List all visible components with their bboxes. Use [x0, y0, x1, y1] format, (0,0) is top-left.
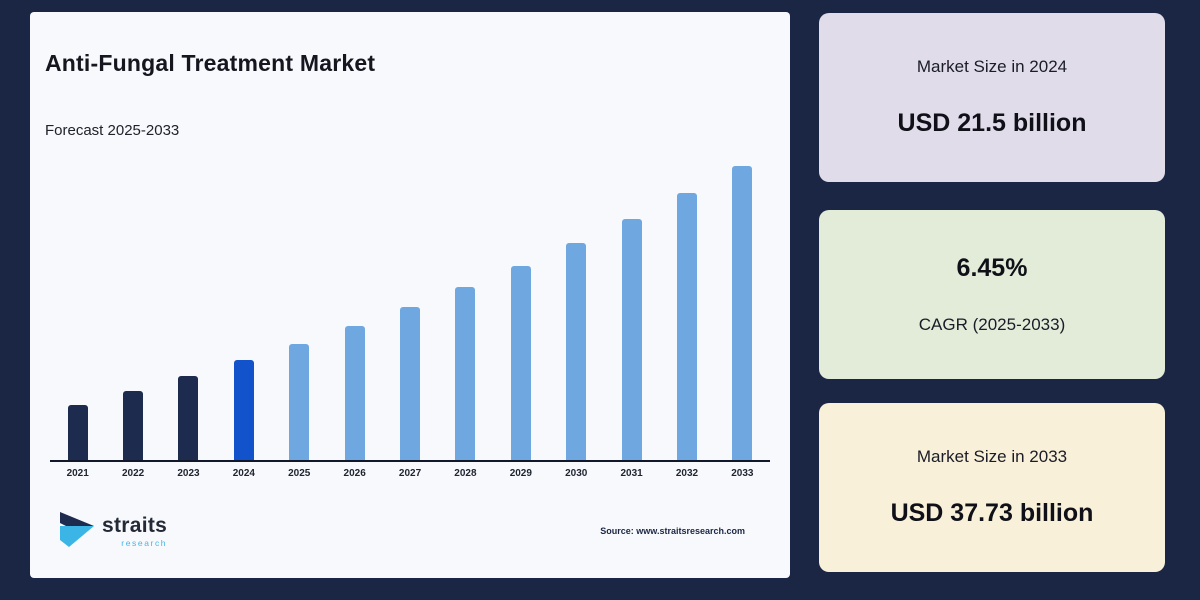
- source-attribution: Source: www.straitsresearch.com: [600, 526, 745, 536]
- bar-slot-2021: [50, 162, 105, 460]
- bars-row: [50, 162, 770, 460]
- bar-2021: [67, 405, 88, 460]
- straits-logo-icon: [56, 507, 98, 556]
- bar-slot-2031: [604, 162, 659, 460]
- bar-2023: [178, 376, 199, 460]
- x-label-2028: 2028: [454, 468, 477, 479]
- bar-slot-2024: [216, 162, 271, 460]
- x-label-2032: 2032: [675, 468, 699, 479]
- bar-2028: [455, 287, 476, 460]
- x-label-2023: 2023: [177, 468, 200, 479]
- bar-2024: [233, 360, 254, 460]
- x-label-2022: 2022: [121, 468, 145, 479]
- logo-icon-dark-shape: [60, 512, 94, 528]
- x-axis-labels: 2021 2022 2023 2024 2025 2026 2027 2028 2029 2030…: [50, 468, 770, 479]
- side-panels: Market Size in 2024 USD 21.5 billion 6.4…: [819, 13, 1165, 573]
- panel-cagr: 6.45% CAGR (2025-2033): [819, 210, 1165, 379]
- bar-2026: [344, 326, 365, 460]
- x-label-2025: 2025: [288, 468, 311, 479]
- bar-slot-2028: [438, 162, 493, 460]
- panel-market-size-2024: Market Size in 2024 USD 21.5 billion: [819, 13, 1165, 182]
- bar-2031: [621, 219, 642, 460]
- bar-2025: [289, 344, 310, 460]
- bar-2033: [732, 166, 753, 460]
- panel-value: USD 21.5 billion: [897, 109, 1087, 137]
- bar-slot-2032: [659, 162, 714, 460]
- logo-text-block: straits research: [102, 515, 167, 548]
- panel-value: 6.45%: [956, 254, 1028, 282]
- x-label-2024: 2024: [232, 468, 255, 479]
- bar-slot-2026: [327, 162, 382, 460]
- bar-2030: [566, 243, 587, 460]
- x-label-2026: 2026: [343, 468, 366, 479]
- logo-subtext: research: [121, 538, 168, 548]
- bar-slot-2027: [382, 162, 437, 460]
- panel-value: USD 37.73 billion: [890, 499, 1094, 527]
- bar-slot-2033: [715, 162, 770, 460]
- bar-slot-2029: [493, 162, 548, 460]
- bar-2022: [123, 391, 144, 460]
- x-label-2027: 2027: [398, 468, 422, 479]
- panel-market-size-2033: Market Size in 2033 USD 37.73 billion: [819, 403, 1165, 572]
- chart-card: Anti-Fungal Treatment Market Forecast 20…: [30, 12, 790, 578]
- panel-label: Market Size in 2033: [916, 447, 1068, 466]
- x-axis: [50, 460, 770, 462]
- bar-2029: [510, 266, 531, 460]
- panel-label: CAGR (2025-2033): [918, 315, 1066, 334]
- x-label-2030: 2030: [565, 468, 588, 479]
- page-title: Anti-Fungal Treatment Market: [45, 50, 376, 76]
- forecast-subtitle: Forecast 2025-2033: [45, 122, 180, 139]
- bar-slot-2022: [105, 162, 160, 460]
- x-label-2031: 2031: [620, 468, 643, 479]
- straits-research-logo: straits research: [56, 507, 167, 556]
- x-label-2029: 2029: [509, 468, 532, 479]
- bar-2032: [676, 193, 697, 460]
- panel-label: Market Size in 2024: [916, 57, 1068, 76]
- bar-slot-2023: [161, 162, 216, 460]
- bar-2027: [400, 307, 421, 460]
- bar-slot-2025: [272, 162, 327, 460]
- logo-name: straits: [102, 514, 168, 537]
- x-label-2021: 2021: [66, 468, 89, 479]
- logo-icon-light-shape: [60, 526, 94, 547]
- bar-slot-2030: [549, 162, 604, 460]
- x-label-2033: 2033: [731, 468, 754, 479]
- bar-chart: 2021 2022 2023 2024 2025 2026 2027 2028 2029 2030…: [50, 162, 770, 479]
